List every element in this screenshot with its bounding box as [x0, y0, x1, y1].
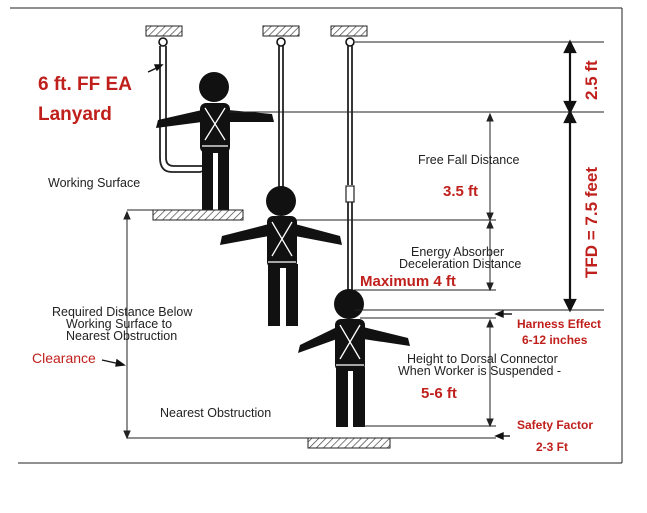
safety-factor-line2: 2-3 Ft [536, 440, 568, 454]
anchor-points [145, 25, 368, 47]
diagram-frame [10, 7, 623, 464]
top-segment-label: 2.5 ft [582, 60, 601, 100]
clearance-label: Clearance [32, 350, 96, 366]
worker-figure-standing [156, 72, 274, 210]
energy-absorber-label-line1: Energy Absorber [411, 245, 504, 259]
energy-absorber-label-line2: Deceleration Distance [399, 257, 521, 271]
dorsal-connector-line2: When Worker is Suspended - [398, 364, 561, 378]
lanyard-title-line2: Lanyard [38, 104, 112, 125]
required-distance-line1: Required Distance Below [52, 305, 193, 319]
working-surface-label: Working Surface [48, 176, 140, 190]
total-dimension-arrows [563, 39, 577, 313]
nearest-obstruction-floor [307, 437, 391, 449]
dimension-arrows [123, 112, 494, 440]
maximum-value: Maximum 4 ft [360, 273, 456, 290]
worker-figure-falling [220, 186, 342, 326]
nearest-obstruction-label: Nearest Obstruction [160, 406, 271, 420]
lanyard-title-line1: 6 ft. FF EA [38, 74, 132, 95]
dorsal-connector-line1: Height to Dorsal Connector [407, 352, 558, 366]
harness-effect-line2: 6-12 inches [522, 333, 588, 347]
free-fall-value: 3.5 ft [443, 183, 478, 200]
required-distance-line3: Nearest Obstruction [66, 329, 177, 343]
dorsal-connector-value: 5-6 ft [421, 385, 457, 402]
working-surface-platform [152, 209, 244, 221]
safety-factor-line1: Safety Factor [517, 418, 593, 432]
lanyard-lines [159, 46, 355, 290]
worker-figure-suspended [298, 289, 410, 427]
reference-lines [127, 41, 604, 439]
harness-effect-line1: Harness Effect [517, 317, 601, 331]
required-distance-line2: Working Surface to [66, 317, 172, 331]
tfd-label: TFD = 7.5 feet [582, 167, 601, 278]
pointer-arrows [101, 64, 512, 441]
free-fall-distance-label: Free Fall Distance [418, 153, 519, 167]
